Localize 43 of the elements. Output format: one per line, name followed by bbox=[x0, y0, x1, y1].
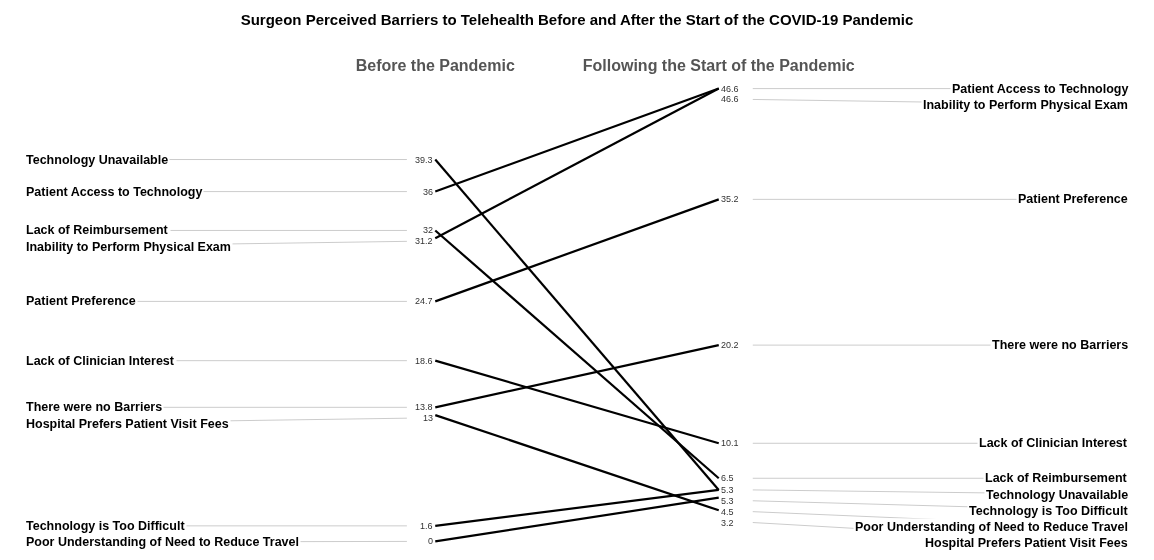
text: Patient Preference bbox=[26, 294, 136, 308]
data-label: 35.2 bbox=[721, 194, 739, 204]
data-label: 3.2 bbox=[721, 518, 734, 528]
text: Hospital Prefers Patient Visit Fees bbox=[925, 536, 1128, 550]
data-label: 0 bbox=[428, 536, 434, 546]
data-label: 13 bbox=[423, 413, 434, 423]
data-label: 24.7 bbox=[415, 296, 433, 306]
text: Lack of Reimbursement bbox=[26, 223, 168, 237]
data-label: 32 bbox=[423, 225, 434, 235]
x-tick-label: Before the Pandemic bbox=[355, 56, 515, 74]
text: Hospital Prefers Patient Visit Fees bbox=[26, 417, 229, 431]
text: Inability to Perform Physical Exam bbox=[923, 98, 1128, 112]
data-label: 36 bbox=[423, 187, 434, 197]
text: Technology is Too Difficult bbox=[26, 519, 185, 533]
text: There were no Barriers bbox=[26, 400, 163, 414]
text: Patient Preference bbox=[1018, 192, 1128, 206]
text: Lack of Clinician Interest bbox=[26, 354, 174, 368]
chart-title: Surgeon Perceived Barriers to Telehealth Before and After the Start of the COVID-19 Pandemic bbox=[240, 10, 914, 28]
text: Poor Understanding of Need to Reduce Travel bbox=[855, 520, 1128, 534]
data-label: 1.6 bbox=[420, 521, 433, 531]
text: Technology is Too Difficult bbox=[969, 504, 1129, 518]
data-label: 5.3 bbox=[721, 496, 734, 506]
data-label: 10.1 bbox=[721, 438, 739, 448]
text: Poor Understanding of Need to Reduce Travel bbox=[26, 535, 299, 549]
text: Patient Access to Technology bbox=[26, 185, 203, 199]
data-label: 18.6 bbox=[415, 356, 433, 366]
data-label: 4.5 bbox=[721, 507, 734, 517]
text: There were no Barriers bbox=[992, 338, 1129, 352]
data-label: 46.6 bbox=[721, 94, 739, 104]
text: Patient Access to Technology bbox=[952, 82, 1129, 96]
data-label: 6.5 bbox=[721, 473, 734, 483]
x-tick-label: Following the Start of the Pandemic bbox=[582, 56, 855, 74]
data-label: 5.3 bbox=[721, 485, 734, 495]
data-label: 46.6 bbox=[721, 84, 739, 94]
data-label: 31.2 bbox=[415, 236, 433, 246]
text: Lack of Reimbursement bbox=[985, 471, 1128, 485]
text: Lack of Clinician Interest bbox=[979, 436, 1128, 450]
data-label: 13.8 bbox=[415, 402, 433, 412]
text: Inability to Perform Physical Exam bbox=[26, 240, 231, 254]
data-label: 20.2 bbox=[721, 340, 739, 350]
data-label: 39.3 bbox=[415, 155, 433, 165]
text: Technology Unavailable bbox=[986, 488, 1129, 502]
text: Technology Unavailable bbox=[26, 153, 169, 167]
